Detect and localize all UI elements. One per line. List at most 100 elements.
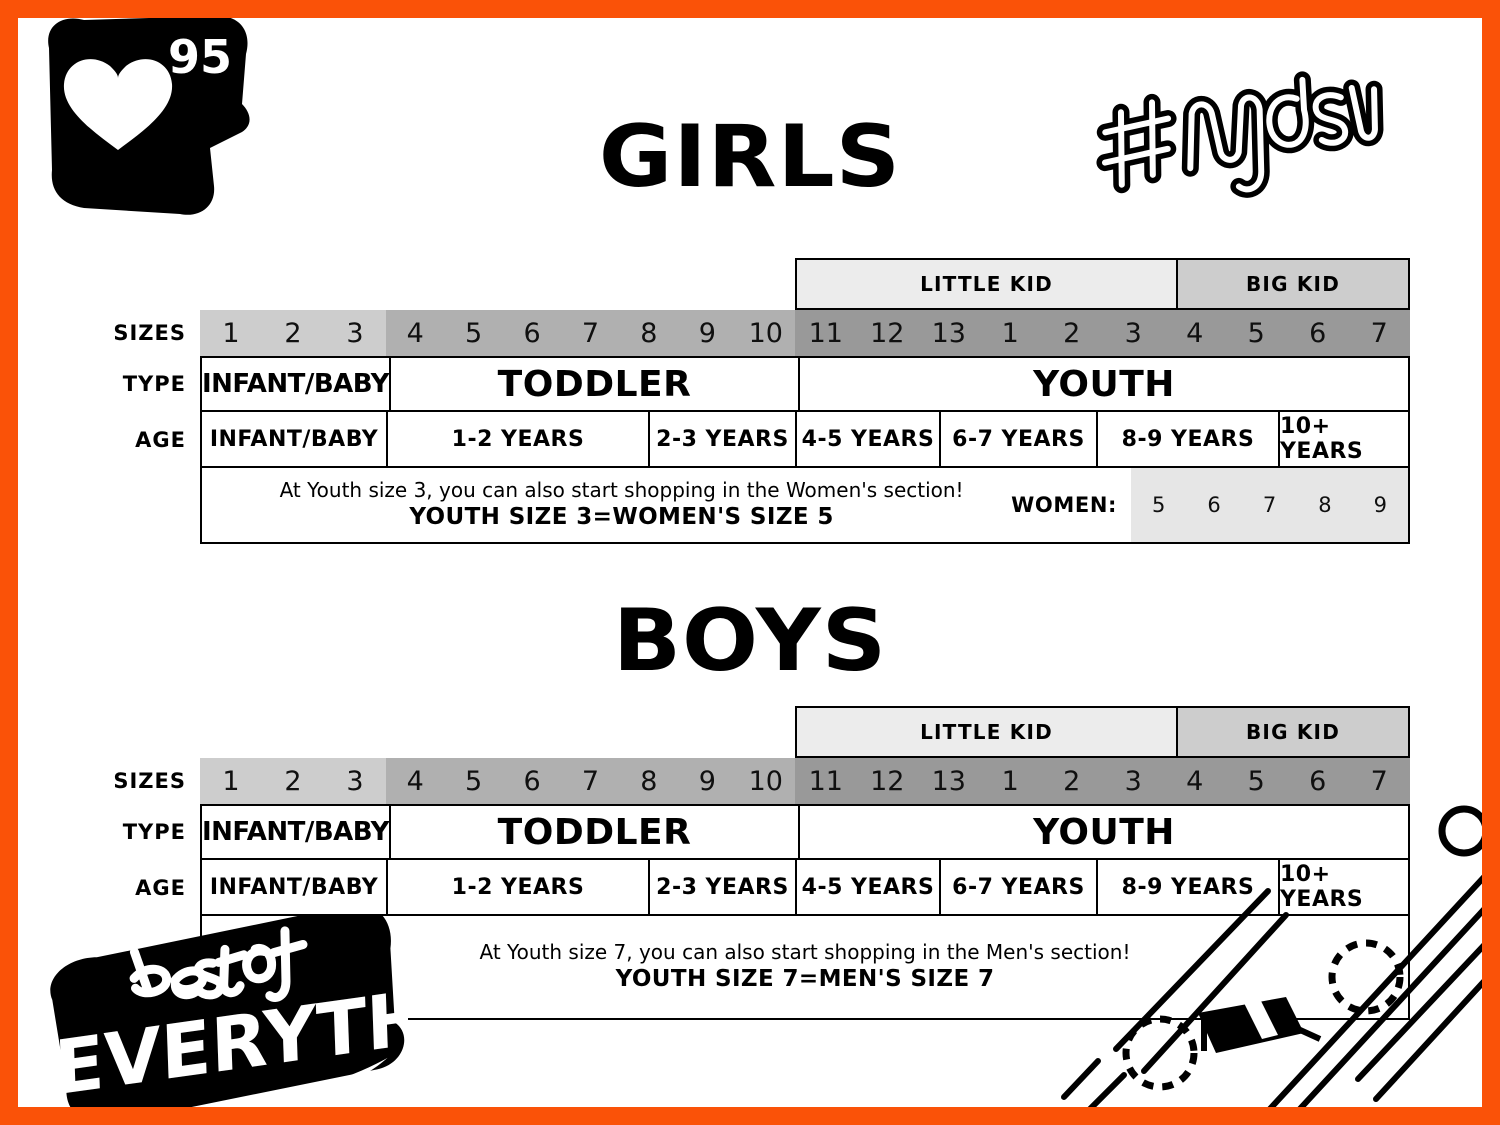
women-size-cell: 9 (1373, 493, 1388, 517)
size-cell: 11 (808, 317, 843, 349)
boys-big-kid-label: BIG KID (1245, 720, 1340, 744)
girls-big-kid-band: BIG KID (1178, 258, 1410, 310)
size-cell: 4 (406, 317, 424, 349)
age-cell: 1-2 YEARS (386, 860, 648, 916)
size-cell: 11 (808, 765, 843, 797)
boys-sizes-row: SIZES 1 2 3 4 5 6 7 8 9 10 11 12 (113, 758, 1410, 804)
boys-size-chart: LITTLE KID BIG KID SIZES 1 2 3 4 5 6 7 (113, 706, 1410, 1020)
size-cell: 7 (581, 765, 600, 797)
size-cell: 4 (406, 765, 424, 797)
size-cell: 13 (931, 317, 966, 349)
age-cell: 1-2 YEARS (386, 412, 648, 468)
size-cell: 2 (1063, 765, 1081, 797)
size-cell: 3 (1124, 317, 1142, 349)
size-cell: 7 (581, 317, 600, 349)
boys-sizes-row-label: SIZES (113, 769, 186, 793)
girls-sizes-toddler-group: 4 5 6 7 8 9 10 (386, 310, 795, 356)
age-cell: 8-9 YEARS (1096, 860, 1278, 916)
age-cell: INFANT/BABY (200, 412, 386, 468)
girls-sizes-youth-group: 11 12 13 1 2 3 4 5 6 7 (795, 310, 1410, 356)
girls-type-youth: YOUTH (798, 356, 1410, 412)
size-cell: 8 (640, 317, 658, 349)
boys-little-kid-band: LITTLE KID (795, 706, 1178, 758)
women-scale: 5 6 7 8 9 (1131, 468, 1408, 542)
age-cell: 6-7 YEARS (939, 412, 1096, 468)
size-cell: 7 (1370, 317, 1388, 349)
size-cell: 4 (1186, 765, 1204, 797)
poster-canvas: 95 (18, 18, 1482, 1107)
boys-type-row-label: TYPE (122, 820, 186, 844)
boys-type-infant: INFANT/BABY (200, 804, 390, 860)
girls-type-infant: INFANT/BABY (200, 356, 390, 412)
size-cell: 12 (870, 765, 905, 797)
girls-sizes-row-label: SIZES (113, 321, 186, 345)
women-size-cell: 6 (1207, 493, 1221, 517)
women-size-cell: 5 (1152, 493, 1166, 517)
boys-age-row: AGE INFANT/BABY 1-2 YEARS 2-3 YEARS 4-5 … (135, 860, 1410, 916)
size-cell: 2 (1063, 317, 1081, 349)
size-cell: 3 (1124, 765, 1142, 797)
size-cell: 5 (465, 317, 483, 349)
size-cell: 3 (346, 765, 364, 797)
boys-age-row-label: AGE (135, 876, 186, 900)
age-cell: 10+ YEARS (1278, 412, 1410, 468)
age-cell: 8-9 YEARS (1096, 412, 1278, 468)
age-cell: 4-5 YEARS (795, 412, 939, 468)
age-cell: 10+ YEARS (1278, 860, 1410, 916)
girls-note-row: At Youth size 3, you can also start shop… (200, 468, 1410, 544)
size-cell: 6 (523, 317, 541, 349)
women-size-cell: 7 (1262, 493, 1277, 517)
age-cell: 4-5 YEARS (795, 860, 939, 916)
size-cell: 1 (1001, 317, 1019, 349)
girls-sizes-infant-group: 1 2 3 (200, 310, 386, 356)
girls-size-chart: LITTLE KID BIG KID SIZES 1 2 3 4 5 6 7 (113, 258, 1410, 544)
boys-type-row: TYPE INFANT/BABY TODDLER YOUTH (123, 804, 1410, 860)
girls-little-kid-band: LITTLE KID (795, 258, 1178, 310)
size-cell: 4 (1186, 317, 1204, 349)
girls-age-row: AGE INFANT/BABY 1-2 YEARS 2-3 YEARS 4-5 … (135, 412, 1410, 468)
size-cell: 10 (748, 765, 783, 797)
girls-section-title: GIRLS (598, 107, 902, 207)
boys-little-kid-label: LITTLE KID (920, 720, 1053, 744)
girls-type-toddler: TODDLER (389, 356, 798, 412)
girls-type-row: TYPE INFANT/BABY TODDLER YOUTH (123, 356, 1410, 412)
size-cell: 6 (1309, 765, 1327, 797)
girls-type-row-label: TYPE (122, 372, 186, 396)
age-cell: 2-3 YEARS (648, 860, 795, 916)
size-cell: 5 (1247, 765, 1265, 797)
boys-big-kid-band: BIG KID (1178, 706, 1410, 758)
girls-note-line1: At Youth size 3, you can also start shop… (279, 477, 964, 502)
size-cell: 13 (931, 765, 966, 797)
boys-sizes-infant-group: 1 2 3 (200, 758, 386, 804)
boys-note-row: At Youth size 7, you can also start shop… (200, 916, 1410, 1020)
girls-women-scale-wrap: WOMEN: 5 6 7 8 9 (1001, 468, 1408, 542)
size-cell: 8 (640, 765, 658, 797)
girls-big-kid-label: BIG KID (1245, 272, 1340, 296)
size-cell: 1 (222, 317, 240, 349)
boys-sizes-youth-group: 11 12 13 1 2 3 4 5 6 7 (795, 758, 1410, 804)
girls-note-line2: YOUTH SIZE 3=WOMEN'S SIZE 5 (409, 503, 834, 530)
size-cell: 12 (870, 317, 905, 349)
age-cell: 2-3 YEARS (648, 412, 795, 468)
size-cell: 3 (346, 317, 364, 349)
size-cell: 2 (284, 317, 302, 349)
boys-sizes-toddler-group: 4 5 6 7 8 9 10 (386, 758, 795, 804)
boys-note-text: At Youth size 7, you can also start shop… (202, 916, 1408, 1018)
size-cell: 10 (748, 317, 783, 349)
age-cell: INFANT/BABY (200, 860, 386, 916)
boys-note-line2: YOUTH SIZE 7=MEN'S SIZE 7 (615, 965, 995, 992)
size-cell: 6 (523, 765, 541, 797)
women-size-cell: 8 (1318, 493, 1332, 517)
girls-note-text: At Youth size 3, you can also start shop… (202, 468, 1001, 542)
size-cell: 5 (465, 765, 483, 797)
size-cell: 6 (1309, 317, 1327, 349)
boys-section-title: BOYS (612, 591, 888, 691)
size-cell: 2 (284, 765, 302, 797)
size-cell: 1 (1001, 765, 1019, 797)
boys-kid-band-row: LITTLE KID BIG KID (795, 706, 1410, 758)
size-cell: 1 (222, 765, 240, 797)
boys-type-youth: YOUTH (798, 804, 1410, 860)
girls-little-kid-label: LITTLE KID (920, 272, 1053, 296)
girls-age-row-label: AGE (135, 428, 186, 452)
boys-note-line1: At Youth size 7, you can also start shop… (479, 939, 1131, 964)
